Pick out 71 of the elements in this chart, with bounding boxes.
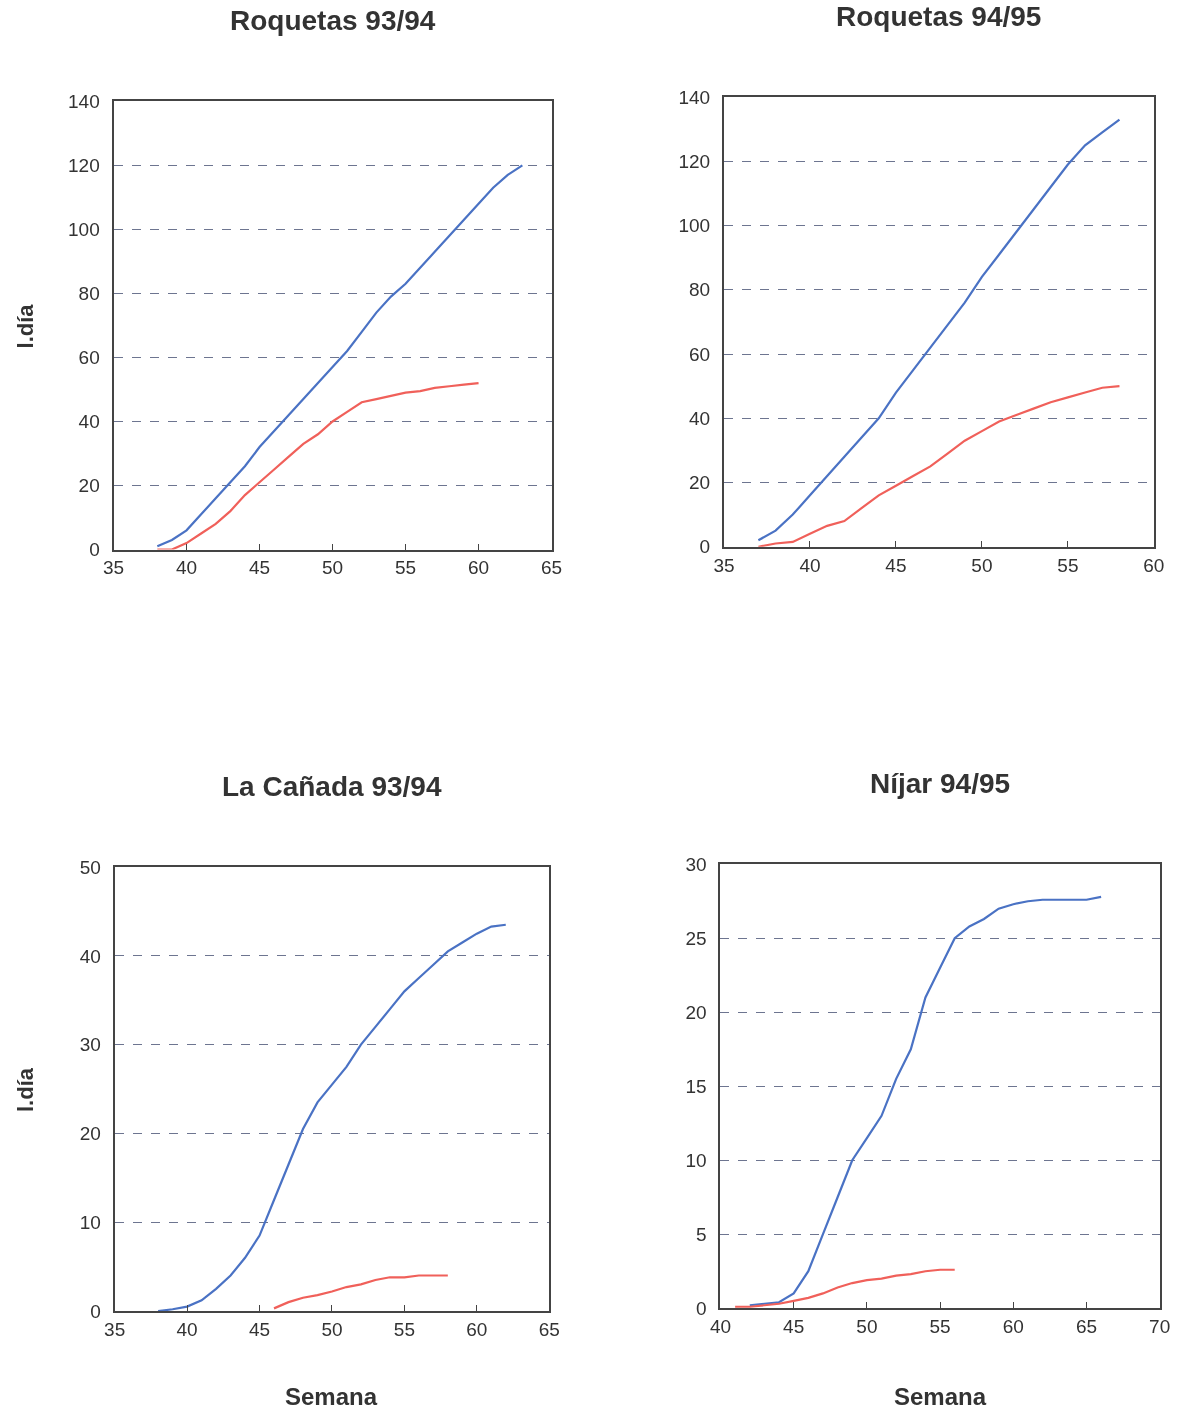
y-tick-label: 0	[90, 1300, 101, 1322]
y-tick-label: 40	[79, 945, 101, 967]
x-tick-label: 55	[1057, 554, 1079, 576]
x-tick-label: 45	[885, 554, 907, 576]
y-tick-label: 100	[68, 219, 100, 241]
x-tick-label: 55	[394, 557, 417, 579]
chart-title: La Cañada 93/94	[222, 771, 442, 802]
y-axis-title: l.día	[12, 1067, 38, 1113]
x-tick-label: 60	[1143, 554, 1165, 576]
line-series	[757, 385, 1121, 547]
y-tick-label: 5	[696, 1223, 707, 1245]
y-tick-label: 0	[696, 1297, 707, 1319]
x-tick-label: 65	[538, 1318, 560, 1340]
x-tick-label: 40	[176, 1318, 198, 1340]
chart-title: Roquetas 94/95	[836, 1, 1042, 32]
y-tick-label: 120	[68, 155, 100, 176]
y-tick-label: 20	[689, 472, 711, 494]
x-tick-label: 65	[540, 557, 563, 579]
y-tick-label: 140	[678, 86, 711, 108]
y-axis-title: l.día	[12, 303, 38, 349]
x-tick-label: 35	[713, 554, 735, 576]
y-tick-label: 15	[685, 1075, 707, 1097]
line-series	[156, 164, 524, 548]
y-tick-label: 60	[78, 347, 100, 369]
x-tick-label: 40	[175, 557, 198, 579]
y-tick-label: 120	[678, 150, 711, 172]
y-tick-label: 25	[685, 927, 707, 949]
x-tick-label: 55	[393, 1318, 415, 1340]
y-tick-label: 30	[685, 853, 707, 875]
line-series	[748, 895, 1103, 1307]
x-tick-label: 45	[248, 1318, 271, 1340]
x-tick-label: 65	[1075, 1316, 1098, 1338]
chart-title: Níjar 94/95	[870, 768, 1011, 799]
line-series	[156, 381, 480, 550]
y-tick-label: 40	[78, 411, 100, 433]
y-tick-label: 0	[89, 539, 100, 561]
y-tick-label: 0	[699, 536, 711, 558]
x-tick-label: 45	[783, 1316, 805, 1338]
x-tick-label: 60	[467, 557, 490, 579]
line-series	[157, 923, 507, 1312]
y-tick-label: 10	[79, 1211, 101, 1233]
x-tick-label: 55	[929, 1316, 951, 1338]
x-tick-label: 70	[1149, 1316, 1171, 1338]
x-tick-label: 40	[799, 554, 821, 576]
y-tick-label: 20	[685, 1001, 707, 1023]
y-tick-label: 50	[79, 856, 101, 878]
x-axis-title: Semana	[285, 1383, 378, 1410]
x-tick-label: 60	[466, 1318, 488, 1340]
chart-title: Roquetas 93/94	[230, 5, 436, 36]
y-tick-label: 20	[79, 1123, 101, 1145]
y-tick-label: 20	[78, 475, 100, 497]
x-tick-label: 35	[102, 557, 125, 579]
y-tick-label: 80	[78, 283, 100, 305]
x-tick-label: 35	[104, 1318, 126, 1340]
y-tick-label: 100	[678, 215, 711, 237]
y-tick-label: 10	[685, 1149, 707, 1171]
line-series	[272, 1274, 449, 1310]
line-series	[757, 118, 1121, 542]
y-tick-label: 80	[689, 279, 711, 301]
x-tick-label: 50	[856, 1316, 878, 1338]
y-tick-label: 30	[79, 1034, 101, 1056]
x-tick-label: 50	[321, 557, 344, 579]
y-tick-label: 40	[689, 407, 711, 429]
x-tick-label: 45	[248, 557, 271, 579]
y-tick-label: 60	[689, 343, 711, 365]
x-tick-label: 50	[321, 1318, 343, 1340]
y-tick-label: 140	[68, 90, 100, 112]
x-axis-title: Semana	[894, 1383, 987, 1410]
x-tick-label: 50	[971, 554, 993, 576]
line-series	[734, 1268, 956, 1308]
x-tick-label: 60	[1002, 1316, 1024, 1338]
